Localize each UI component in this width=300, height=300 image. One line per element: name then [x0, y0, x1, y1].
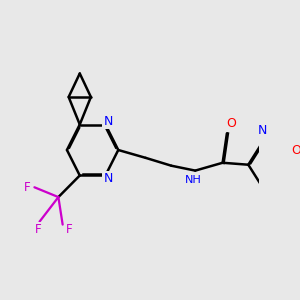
Text: N: N [103, 115, 113, 128]
Text: F: F [66, 223, 73, 236]
Text: O: O [291, 144, 300, 158]
Text: O: O [226, 117, 236, 130]
Text: NH: NH [185, 176, 202, 185]
Text: F: F [24, 181, 31, 194]
Text: F: F [34, 223, 41, 236]
Text: N: N [103, 172, 113, 185]
Text: N: N [258, 124, 267, 137]
